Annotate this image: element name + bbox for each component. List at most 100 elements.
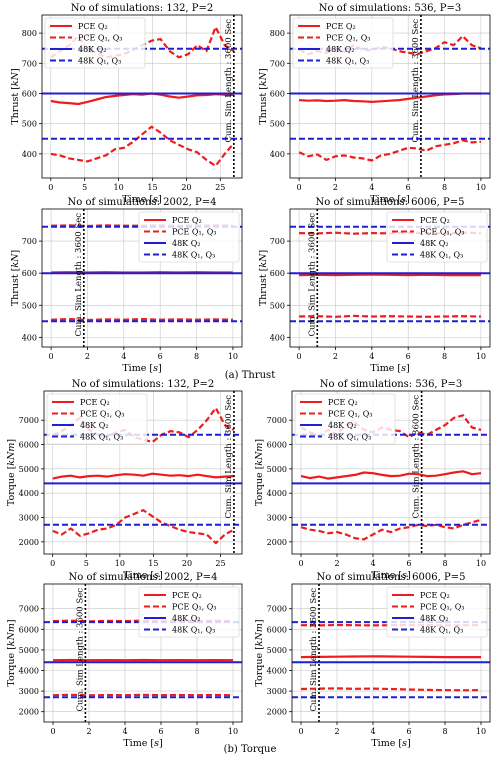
series-line-pce-q1-q3	[50, 125, 235, 167]
x-tick-label: 6	[158, 727, 163, 736]
legend: PCE Q₂ PCE Q₁, Q₃ 48K Q₂ 48K Q₁, Q₃	[386, 211, 488, 263]
subcaption-thrust: (a) Thrust	[225, 370, 275, 381]
y-tick-label: 5000	[267, 465, 287, 474]
y-tick-label: 800	[22, 29, 37, 38]
legend-label: PCE Q₂	[326, 22, 356, 31]
legend: PCE Q₂ PCE Q₁, Q₃ 48K Q₂ 48K Q₁, Q₃	[138, 211, 240, 263]
x-tick-label: 25	[215, 559, 225, 568]
y-tick-label: 400	[270, 150, 285, 159]
panel-2: Cum. Sim Length : 3600 Sec 0 2 4 6 8 10 400 500 6…	[258, 3, 491, 205]
y-tick-label: 500	[22, 301, 37, 310]
x-axis-label: Time [s]	[370, 194, 409, 205]
x-axis-label: Time [s]	[123, 570, 162, 581]
y-tick-label: 2000	[267, 708, 287, 717]
y-tick-label: 500	[270, 120, 285, 129]
y-tick-label: 5000	[19, 465, 39, 474]
cum-sim-length-label: Cum. Sim Length : 3600 Sec	[224, 19, 234, 143]
x-tick-label: 6	[406, 559, 411, 568]
legend-label: 48K Q₁, Q₃	[420, 251, 463, 260]
x-tick-label: 20	[181, 183, 191, 192]
legend-label: PCE Q₂	[80, 398, 110, 407]
x-axis-label: Time [s]	[371, 570, 410, 581]
subcaption-torque: (b) Torque	[224, 744, 277, 755]
legend-label: PCE Q₁, Q₃	[420, 603, 465, 612]
series-line-pce-q2	[300, 470, 482, 480]
panel-8: Cum. Sim Length : 3600 Sec 0 2 4 6 8 10 2000 300…	[254, 572, 491, 749]
panel-title: No of simulations: 536, P=3	[319, 3, 462, 14]
y-tick-label: 3000	[19, 514, 39, 523]
x-tick-label: 6	[158, 352, 163, 361]
legend: PCE Q₂ PCE Q₁, Q₃ 48K Q₂ 48K Q₁, Q₃	[386, 586, 488, 638]
y-tick-label: 500	[270, 301, 285, 310]
x-tick-label: 2	[334, 727, 339, 736]
panel-5: Cum. Sim Length : 3600 Sec 0 5 10 15 20 25 2000…	[6, 379, 243, 581]
x-tick-label: 10	[228, 352, 238, 361]
legend-label: PCE Q₁, Q₃	[78, 34, 123, 43]
legend-label: 48K Q₂	[420, 239, 448, 248]
plot-frame	[291, 583, 491, 723]
y-tick-label: 600	[22, 89, 37, 98]
x-tick-label: 2	[334, 559, 339, 568]
plot-frame	[43, 390, 243, 555]
legend-label: PCE Q₂	[420, 591, 450, 600]
legend-box	[138, 211, 240, 263]
x-tick-label: 4	[369, 183, 374, 192]
x-tick-label: 10	[476, 183, 486, 192]
y-tick-label: 700	[270, 237, 285, 246]
y-tick-label: 6000	[267, 625, 287, 634]
panel-1: Cum. Sim Length : 3600 Sec 0 5 10 15 20 25 400 5…	[10, 3, 243, 205]
x-tick-label: 8	[442, 727, 447, 736]
legend-label: PCE Q₁, Q₃	[420, 228, 465, 237]
legend-label: 48K Q₁, Q₃	[78, 57, 121, 66]
x-axis-label: Time [s]	[370, 363, 409, 374]
y-tick-label: 3000	[19, 687, 39, 696]
x-tick-label: 8	[194, 352, 199, 361]
panel-title: No of simulations: 6006, P=5	[317, 572, 466, 583]
legend-box	[44, 17, 146, 69]
legend-label: PCE Q₁, Q₃	[80, 410, 125, 419]
x-tick-label: 0	[50, 559, 55, 568]
legend-box	[138, 586, 240, 638]
x-tick-label: 6	[406, 352, 411, 361]
y-axis-label: Thrust [kN]	[258, 68, 269, 124]
x-axis-label: Time [s]	[122, 363, 161, 374]
x-tick-label: 4	[369, 352, 374, 361]
y-tick-label: 7000	[267, 416, 287, 425]
panel-title: No of simulations: 132, P=2	[72, 379, 215, 390]
y-axis-label: Torque [kNm]	[6, 619, 17, 686]
legend-label: PCE Q₂	[78, 22, 108, 31]
legend-label: PCE Q₁, Q₃	[328, 410, 373, 419]
plot-frame	[289, 14, 491, 179]
series-line-pce-q1-q3	[52, 509, 235, 545]
legend: PCE Q₂ PCE Q₁, Q₃ 48K Q₂ 48K Q₁, Q₃	[44, 17, 146, 69]
y-tick-label: 3000	[267, 687, 287, 696]
legend-label: 48K Q₂	[326, 45, 354, 54]
legend-label: 48K Q₂	[78, 45, 106, 54]
y-axis-label: Torque [kNm]	[6, 439, 17, 506]
x-tick-label: 0	[49, 352, 54, 361]
y-tick-label: 7000	[267, 605, 287, 614]
panel-title: No of simulations: 536, P=3	[320, 379, 463, 390]
cum-sim-length-label: Cum. Sim Length : 3600 Sec	[309, 588, 319, 712]
y-tick-label: 4000	[19, 667, 39, 676]
series-line-pce-q2	[299, 92, 481, 104]
legend-label: 48K Q₁, Q₃	[420, 626, 463, 635]
x-tick-label: 15	[148, 559, 158, 568]
y-tick-label: 2000	[267, 538, 287, 547]
x-axis-label: Time [s]	[122, 194, 161, 205]
x-tick-label: 10	[476, 727, 486, 736]
legend-label: PCE Q₂	[172, 216, 202, 225]
x-tick-label: 0	[297, 183, 302, 192]
y-tick-label: 4000	[267, 667, 287, 676]
series-line-pce-q1-q3	[300, 518, 482, 541]
legend: PCE Q₂ PCE Q₁, Q₃ 48K Q₂ 48K Q₁, Q₃	[138, 586, 240, 638]
legend-label: PCE Q₁, Q₃	[172, 228, 217, 237]
y-tick-label: 400	[270, 333, 285, 342]
y-tick-label: 5000	[19, 646, 39, 655]
series-line-pce-q2	[299, 273, 481, 277]
plot-frame	[291, 390, 491, 555]
x-tick-label: 0	[48, 183, 53, 192]
x-tick-label: 4	[370, 727, 375, 736]
y-tick-label: 2000	[19, 708, 39, 717]
